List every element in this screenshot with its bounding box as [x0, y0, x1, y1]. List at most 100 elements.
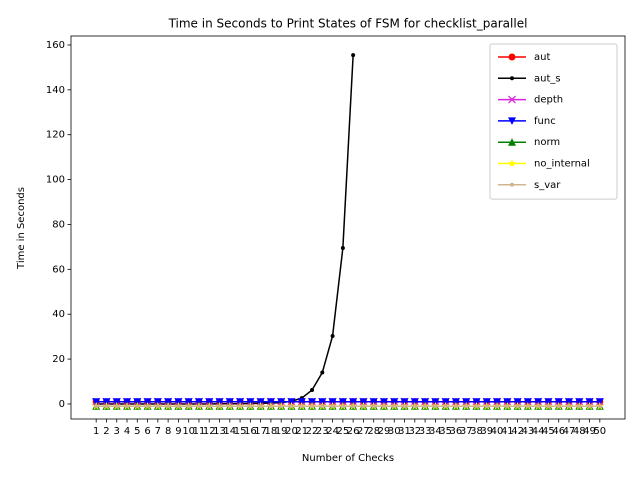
marker: [472, 398, 481, 406]
marker: [194, 398, 203, 406]
marker: [320, 404, 325, 409]
x-tick-label: 49: [583, 426, 596, 437]
marker: [412, 404, 417, 409]
x-tick-label: 27: [357, 426, 370, 437]
marker: [433, 404, 438, 409]
x-tick-label: 23: [316, 426, 329, 437]
legend-label: aut: [534, 52, 550, 63]
legend-label: no_internal: [534, 159, 590, 170]
x-tick-label: 32: [408, 426, 421, 437]
marker: [556, 404, 561, 409]
marker: [495, 404, 500, 409]
x-tick-label: 2: [103, 426, 109, 437]
legend-label: func: [534, 116, 556, 127]
x-tick-label: 8: [165, 426, 171, 437]
marker: [359, 398, 368, 406]
marker: [371, 404, 376, 409]
marker: [94, 404, 99, 409]
marker: [186, 404, 191, 409]
marker: [225, 398, 234, 406]
x-tick-label: 33: [419, 426, 432, 437]
marker: [289, 404, 294, 409]
marker: [443, 404, 448, 409]
marker: [320, 370, 325, 375]
legend-label: depth: [534, 95, 563, 106]
marker: [587, 404, 592, 409]
marker: [534, 398, 543, 406]
marker: [176, 404, 181, 409]
legend-label: norm: [534, 137, 560, 148]
marker: [536, 404, 541, 409]
y-tick-label: 0: [59, 399, 65, 410]
legend-marker: [508, 117, 516, 125]
marker: [474, 404, 479, 409]
x-tick-label: 43: [522, 426, 535, 437]
marker: [351, 404, 356, 409]
marker: [196, 404, 201, 409]
marker: [554, 398, 563, 406]
x-tick-label: 47: [563, 426, 576, 437]
x-tick-label: 10: [182, 426, 195, 437]
legend-marker: [508, 95, 516, 104]
marker: [523, 398, 532, 406]
marker: [421, 398, 430, 406]
marker: [102, 398, 111, 406]
marker: [297, 398, 306, 406]
x-tick-label: 12: [203, 426, 216, 437]
x-tick-label: 24: [326, 426, 339, 437]
legend-marker: [508, 53, 516, 61]
y-tick-label: 160: [46, 40, 65, 51]
marker: [207, 404, 212, 409]
marker: [349, 398, 358, 406]
x-tick-label: 14: [223, 426, 236, 437]
x-tick-label: 39: [480, 426, 493, 437]
x-tick-label: 6: [144, 426, 150, 437]
marker: [299, 404, 304, 409]
marker: [577, 404, 582, 409]
legend-label: s_var: [534, 180, 561, 191]
y-axis-label: Time in Seconds: [16, 187, 27, 270]
y-tick-label: 20: [52, 354, 65, 365]
x-tick-label: 35: [439, 426, 452, 437]
marker: [135, 404, 140, 409]
legend-marker: [510, 76, 514, 81]
marker: [114, 404, 119, 409]
marker: [482, 398, 491, 406]
x-tick-label: 38: [470, 426, 483, 437]
marker: [503, 398, 512, 406]
x-tick-label: 48: [573, 426, 586, 437]
marker: [145, 404, 150, 409]
marker: [238, 404, 243, 409]
x-tick-label: 18: [265, 426, 278, 437]
marker: [287, 398, 296, 406]
marker: [597, 404, 602, 409]
marker: [464, 404, 469, 409]
x-tick-label: 19: [275, 426, 288, 437]
marker: [564, 398, 573, 406]
marker: [340, 404, 345, 409]
x-tick-label: 31: [398, 426, 411, 437]
marker: [123, 398, 132, 406]
x-tick-label: 7: [155, 426, 161, 437]
x-tick-label: 29: [378, 426, 391, 437]
marker: [318, 398, 327, 406]
y-tick-label: 60: [52, 264, 65, 275]
x-tick-label: 46: [552, 426, 565, 437]
marker: [246, 398, 255, 406]
marker: [153, 398, 162, 406]
marker: [104, 404, 109, 409]
legend-marker: [508, 159, 516, 167]
marker: [184, 398, 193, 406]
marker: [392, 404, 397, 409]
marker: [92, 398, 101, 406]
x-tick-label: 30: [388, 426, 401, 437]
y-tick-label: 80: [52, 219, 65, 230]
marker: [330, 333, 335, 338]
plot-area: [92, 53, 604, 410]
marker: [155, 404, 160, 409]
marker: [215, 398, 224, 406]
marker: [310, 404, 315, 409]
x-tick-label: 44: [532, 426, 545, 437]
x-tick-label: 13: [213, 426, 226, 437]
